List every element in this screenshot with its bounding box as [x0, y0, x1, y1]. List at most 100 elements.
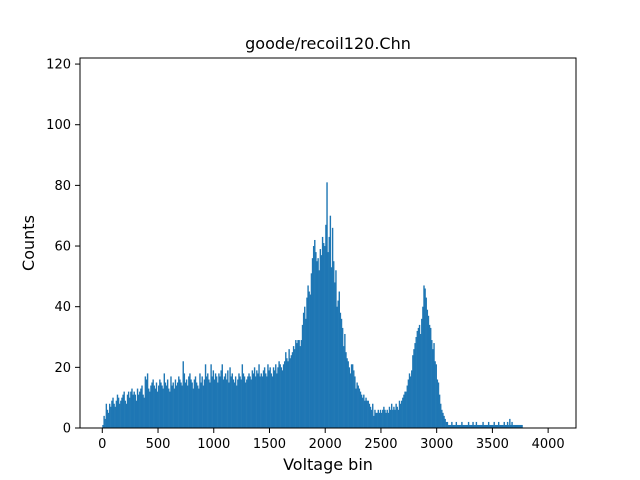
- histogram-bar: [300, 340, 303, 428]
- histogram-bar: [281, 370, 284, 428]
- histogram-bar: [456, 424, 459, 428]
- x-tick-label: 1500: [253, 437, 286, 452]
- histogram-bar: [218, 373, 220, 428]
- histogram-bar: [514, 424, 517, 428]
- histogram-bar: [485, 424, 488, 428]
- histogram-bar: [375, 412, 377, 428]
- histogram-bar: [165, 385, 168, 428]
- histogram-bar: [454, 424, 456, 428]
- histogram-bar: [513, 424, 515, 428]
- x-axis-ticks: 0 500 1000 1500 2000 2500 3000 3500 4000: [98, 428, 565, 452]
- histogram-bar: [287, 361, 289, 428]
- histogram-bar: [469, 424, 471, 428]
- histogram-bar: [431, 340, 433, 428]
- histogram-bar: [412, 355, 414, 428]
- histogram-bar: [402, 397, 404, 428]
- histogram-bar: [133, 391, 135, 428]
- histogram-bar: [491, 424, 493, 428]
- histogram-bar: [418, 324, 421, 428]
- histogram-bar: [317, 258, 319, 428]
- histogram-bar: [443, 415, 445, 428]
- histogram-bar: [363, 394, 365, 428]
- histogram-bar: [104, 418, 106, 428]
- histogram-bar: [429, 327, 432, 428]
- histogram-bar: [360, 394, 363, 428]
- histogram-bar: [397, 409, 400, 428]
- histogram-bar: [373, 415, 375, 428]
- histogram-bar: [359, 391, 362, 428]
- histogram-bar: [234, 376, 237, 428]
- histogram-bar: [307, 285, 309, 428]
- histogram-bar: [213, 379, 216, 428]
- histogram-bar: [178, 376, 180, 428]
- histogram-bar: [480, 424, 482, 428]
- histogram-bar: [336, 306, 338, 428]
- histogram-bar: [470, 424, 472, 428]
- histogram-bar: [415, 337, 417, 428]
- histogram-bar: [201, 376, 203, 428]
- histogram-bar: [275, 364, 277, 428]
- histogram-bar: [246, 379, 248, 428]
- histogram-bar: [435, 364, 437, 428]
- histogram-bar: [421, 318, 423, 428]
- histogram-bar: [489, 424, 491, 428]
- histogram-bar: [506, 421, 509, 428]
- histogram-bar: [221, 364, 223, 428]
- histogram-bar: [107, 412, 110, 428]
- histogram-bar: [222, 379, 225, 428]
- histogram-bar: [199, 373, 201, 428]
- histogram-bar: [389, 409, 392, 428]
- histogram-bar: [144, 376, 147, 428]
- histogram-bar: [450, 424, 452, 428]
- histogram-bar: [166, 379, 169, 428]
- histogram-bar: [306, 297, 308, 428]
- histogram-bar: [305, 318, 307, 428]
- histogram-bar: [382, 409, 384, 428]
- histogram-bar: [269, 367, 271, 428]
- histogram-bar: [105, 403, 108, 428]
- histogram-bar: [414, 343, 416, 428]
- histogram-bar: [290, 355, 293, 428]
- histogram-bar: [423, 285, 425, 428]
- histogram-bar: [367, 400, 369, 428]
- histogram-bar: [509, 418, 511, 428]
- histogram-bar: [326, 182, 328, 428]
- histogram-bar: [481, 424, 483, 428]
- histogram-bar: [176, 382, 179, 428]
- histogram-bar: [230, 376, 232, 428]
- histogram-bar: [403, 394, 405, 428]
- histogram-bar: [496, 424, 499, 428]
- histogram-bar: [163, 373, 166, 428]
- histogram-bar: [153, 385, 155, 428]
- histogram-bar: [122, 394, 124, 428]
- histogram-bar: [353, 370, 355, 428]
- histogram-bar: [463, 424, 465, 428]
- histogram-bar: [187, 385, 189, 428]
- histogram-bar: [263, 367, 266, 428]
- histogram-bar: [340, 318, 343, 428]
- histogram-bar: [197, 385, 199, 428]
- histogram-bar: [370, 409, 373, 428]
- histogram-bar: [204, 364, 207, 428]
- histogram-bar: [236, 385, 238, 428]
- histogram-bar: [458, 424, 461, 428]
- histogram-bar: [315, 252, 317, 428]
- histogram-bar: [467, 421, 470, 428]
- histogram-bar: [203, 379, 206, 428]
- histogram-bar: [339, 312, 342, 428]
- histogram-bar: [139, 391, 141, 428]
- x-tick-label: 2500: [364, 437, 397, 452]
- histogram-bar: [169, 391, 171, 428]
- histogram-bar: [240, 379, 242, 428]
- histogram-bar: [227, 370, 229, 428]
- histogram-bar: [183, 373, 186, 428]
- histogram-bar: [294, 349, 296, 428]
- histogram-bar: [224, 373, 227, 428]
- histogram-bar: [499, 424, 501, 428]
- histogram-bar: [503, 421, 505, 428]
- histogram-bars: [102, 182, 523, 428]
- histogram-bar: [362, 397, 364, 428]
- histogram-bar: [325, 224, 327, 428]
- histogram-bar: [278, 361, 280, 428]
